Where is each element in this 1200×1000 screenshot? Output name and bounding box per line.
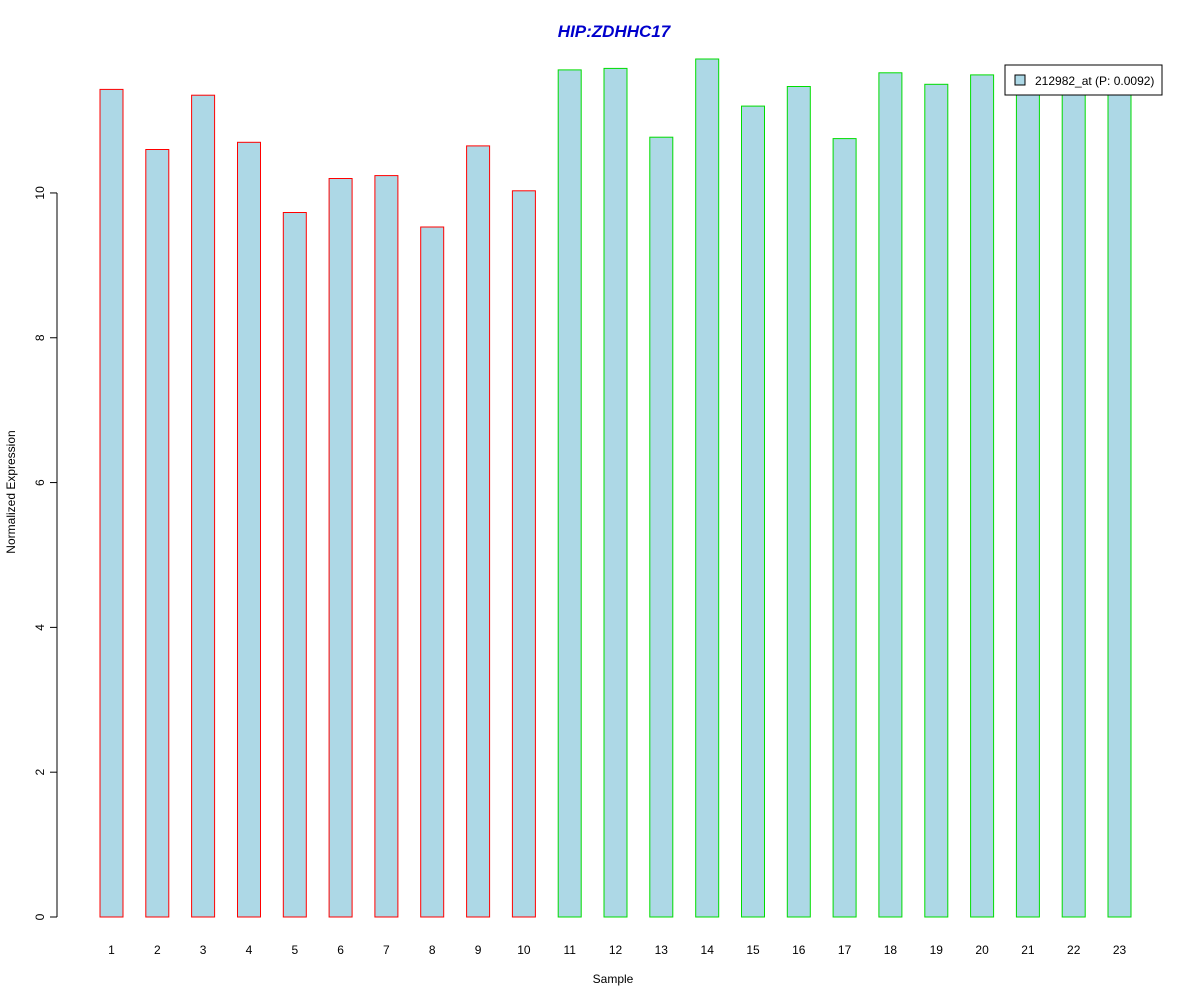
x-tick-label: 21 bbox=[1021, 943, 1035, 957]
x-tick-label: 22 bbox=[1067, 943, 1081, 957]
bars-group bbox=[99, 58, 1132, 918]
x-tick-label: 2 bbox=[154, 943, 161, 957]
x-tick-label: 12 bbox=[609, 943, 623, 957]
bar-sample-3 bbox=[191, 94, 216, 918]
chart-title: HIP:ZDHHC17 bbox=[558, 22, 672, 41]
legend-label: 212982_at (P: 0.0092) bbox=[1035, 74, 1154, 88]
x-tick-label: 7 bbox=[383, 943, 390, 957]
x-tick-label: 17 bbox=[838, 943, 852, 957]
bar-sample-4 bbox=[237, 141, 261, 918]
bar-sample-22 bbox=[1061, 91, 1086, 918]
x-tick-label: 8 bbox=[429, 943, 436, 957]
bar-sample-1 bbox=[99, 88, 124, 918]
bar-sample-20 bbox=[970, 74, 995, 918]
y-tick-label: 6 bbox=[33, 479, 47, 486]
bar-sample-16 bbox=[786, 86, 811, 918]
x-tick-label: 13 bbox=[655, 943, 669, 957]
x-tick-label: 15 bbox=[746, 943, 760, 957]
y-tick-label: 4 bbox=[33, 624, 47, 631]
x-tick-label: 14 bbox=[701, 943, 715, 957]
x-tick-label: 16 bbox=[792, 943, 806, 957]
x-tick-label: 4 bbox=[246, 943, 253, 957]
bar-sample-15 bbox=[741, 105, 765, 918]
bar-sample-2 bbox=[145, 149, 170, 918]
bar-sample-23 bbox=[1107, 91, 1132, 918]
legend: 212982_at (P: 0.0092) bbox=[1004, 64, 1163, 96]
bar-sample-10 bbox=[511, 190, 536, 918]
x-tick-label: 23 bbox=[1113, 943, 1127, 957]
legend-box bbox=[1004, 64, 1163, 96]
x-tick-label: 20 bbox=[975, 943, 989, 957]
bar-sample-7 bbox=[374, 175, 399, 918]
x-tick-label: 3 bbox=[200, 943, 207, 957]
y-tick-label: 10 bbox=[33, 186, 47, 200]
bar-sample-18 bbox=[878, 72, 903, 918]
x-tick-label: 5 bbox=[291, 943, 298, 957]
x-tick-label: 6 bbox=[337, 943, 344, 957]
y-tick-label: 8 bbox=[33, 334, 47, 341]
x-axis-label: Sample bbox=[593, 972, 634, 986]
x-tick-label: 10 bbox=[517, 943, 531, 957]
y-tick-label: 0 bbox=[33, 913, 47, 920]
bar-sample-9 bbox=[466, 145, 491, 918]
x-tick-label: 18 bbox=[884, 943, 898, 957]
bar-sample-17 bbox=[832, 138, 857, 918]
bar-sample-5 bbox=[282, 212, 307, 918]
y-axis: 0 2 4 6 8 10 bbox=[33, 186, 58, 920]
x-axis: 1 2 3 4 5 6 7 8 9 10 11 12 13 14 15 16 17 18 19 20 21 22 23 bbox=[108, 943, 1126, 957]
bar-sample-14 bbox=[695, 58, 720, 918]
bar-sample-8 bbox=[420, 226, 445, 918]
x-tick-label: 1 bbox=[108, 943, 115, 957]
x-tick-label: 19 bbox=[930, 943, 944, 957]
x-tick-label: 9 bbox=[475, 943, 482, 957]
bar-sample-11 bbox=[557, 69, 582, 918]
bar-sample-19 bbox=[924, 83, 949, 918]
bar-sample-21 bbox=[1015, 91, 1040, 918]
y-tick-label: 2 bbox=[33, 769, 47, 776]
bar-sample-13 bbox=[649, 136, 674, 918]
y-axis-label: Normalized Expression bbox=[4, 430, 18, 553]
legend-swatch bbox=[1014, 74, 1026, 86]
bar-sample-6 bbox=[328, 178, 353, 918]
x-tick-label: 11 bbox=[563, 943, 576, 957]
bar-sample-12 bbox=[603, 67, 628, 918]
